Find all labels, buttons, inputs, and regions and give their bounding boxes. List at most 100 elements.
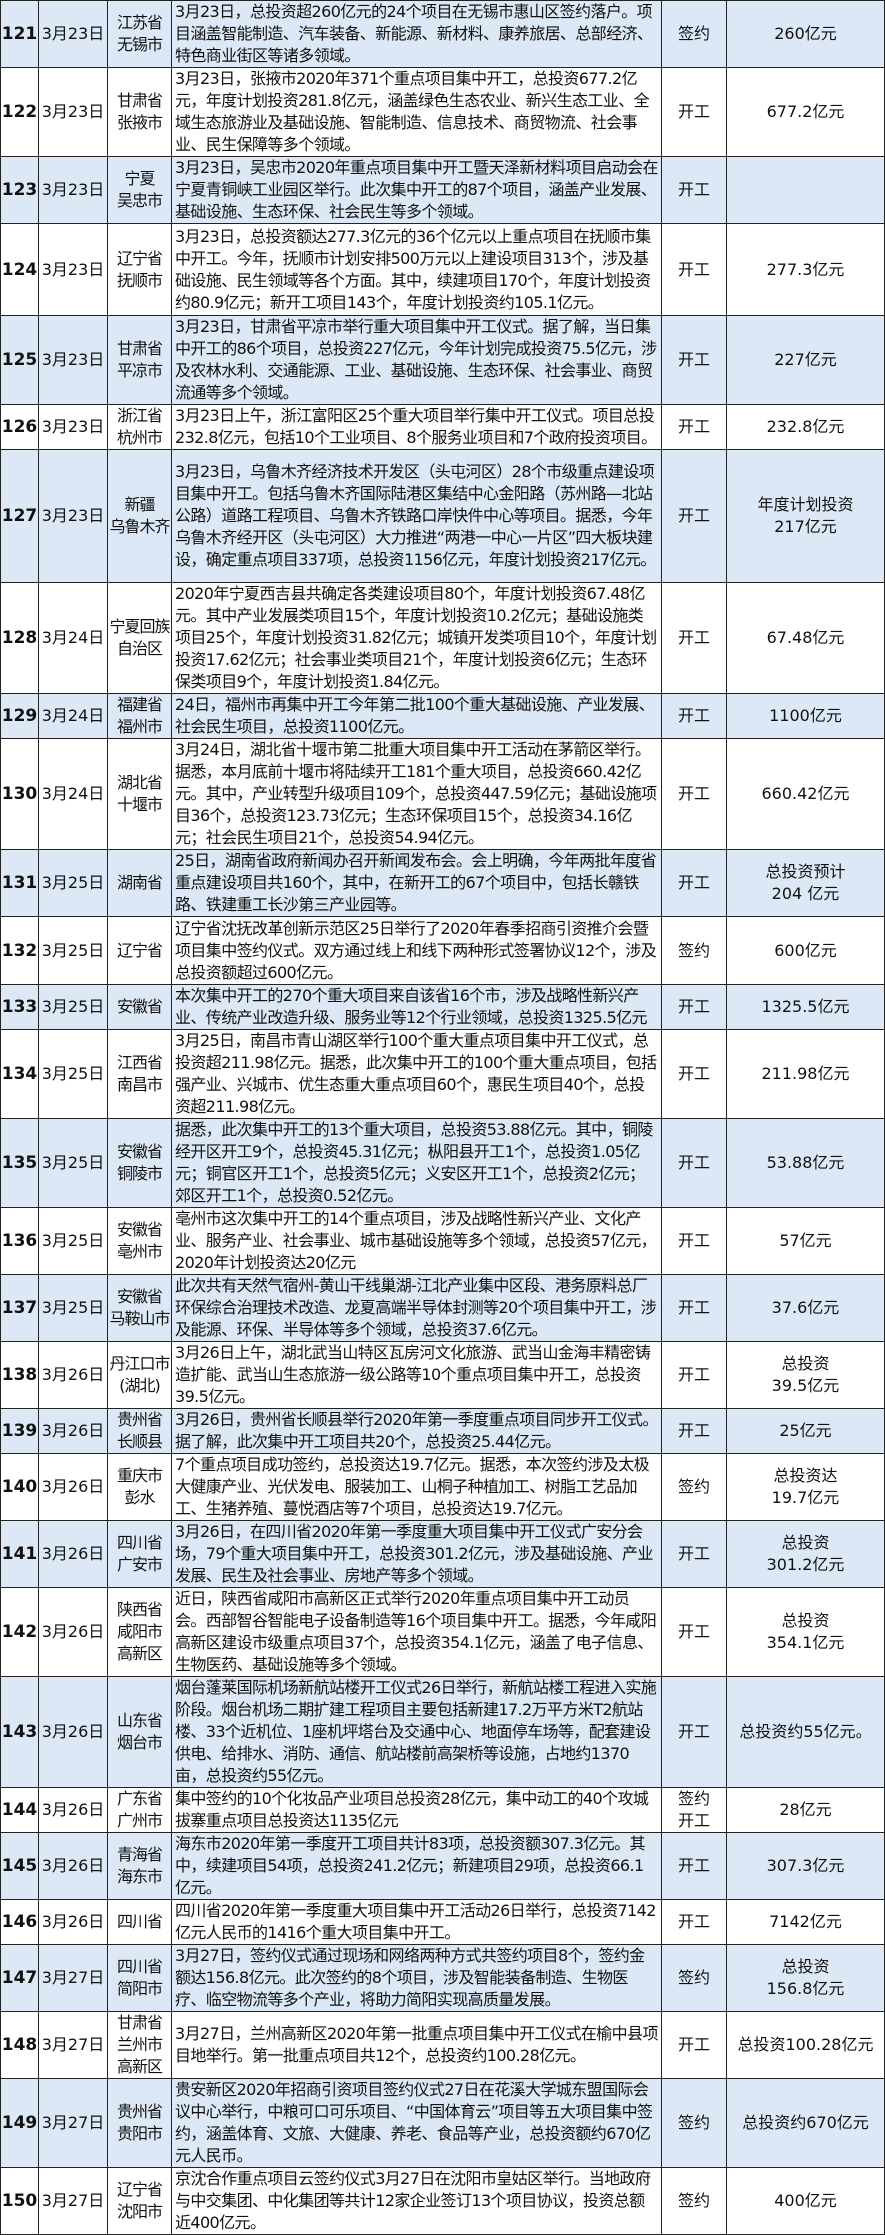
table-row: 134 3月25日 江西省 南昌市 3月25日，南昌市青山湖区举行100个重大重点项目… [0, 1029, 885, 1119]
table-row: 142 3月26日 陕西省 咸阳市 高新区 近日，陕西省咸阳市高新区正式举行2020年… [0, 1587, 885, 1677]
cell-no: 122 [0, 67, 39, 157]
cell-no: 141 [0, 1520, 39, 1588]
cell-date: 3月26日 [38, 1408, 108, 1454]
cell-no: 131 [0, 849, 39, 917]
cell-no: 149 [0, 2078, 39, 2168]
cell-date: 3月25日 [38, 916, 108, 985]
cell-date: 3月27日 [38, 2078, 108, 2168]
table-row: 139 3月26日 贵州省 长顺县 3月26日，贵州省长顺县举行2020年第一季度重点… [0, 1408, 885, 1454]
cell-no: 123 [0, 156, 39, 224]
cell-date: 3月26日 [38, 1587, 108, 1677]
cell-no: 135 [0, 1118, 39, 1208]
table-row: 122 3月23日 甘肃省 张掖市 3月23日，张掖市2020年371个重点项目集中开… [0, 67, 885, 157]
cell-date: 3月27日 [38, 2011, 108, 2079]
cell-type: 开工 [661, 1408, 727, 1454]
cell-desc: 亳州市这次集中开工的14个重点项目，涉及战略性新兴产业、文化产业、服务产业、社会… [171, 1207, 662, 1275]
cell-desc: 3月23日，甘肃省平凉市举行重大项目集中开工仪式。据了解，当日集中开工的86个项… [171, 315, 662, 405]
cell-date: 3月25日 [38, 1207, 108, 1275]
cell-region: 四川省 简阳市 [107, 1944, 172, 2012]
cell-amount: 1325.5亿元 [726, 984, 885, 1030]
cell-type: 开工 [661, 315, 727, 405]
cell-amount: 600亿元 [726, 916, 885, 985]
cell-type: 开工 [661, 693, 727, 739]
cell-date: 3月25日 [38, 1274, 108, 1342]
table-row: 133 3月25日 安徽省 本次集中开工的270个重大项目来自该省16个市，涉及战略性… [0, 984, 885, 1030]
cell-region: 四川省 [107, 1899, 172, 1945]
cell-region: 广东省 广州市 [107, 1787, 172, 1833]
cell-type: 开工 [661, 223, 727, 316]
cell-amount: 1100亿元 [726, 693, 885, 739]
cell-date: 3月26日 [38, 1453, 108, 1521]
cell-amount: 总投资 156.8亿元 [726, 1944, 885, 2012]
cell-no: 133 [0, 984, 39, 1030]
cell-region: 辽宁省 沈阳市 [107, 2167, 172, 2235]
cell-region: 四川省 广安市 [107, 1520, 172, 1588]
cell-amount: 总投资约670亿元 [726, 2078, 885, 2168]
cell-type: 开工 [661, 849, 727, 917]
cell-date: 3月23日 [38, 0, 108, 68]
cell-amount: 总投资达 19.7亿元 [726, 1453, 885, 1521]
cell-desc: 3月26日，贵州省长顺县举行2020年第一季度重点项目同步开工仪式。据了解，此次… [171, 1408, 662, 1454]
cell-desc: 3月23日，总投资额达277.3亿元的36个亿元以上重点项目在抚顺市集中开工。今… [171, 223, 662, 316]
cell-amount: 260亿元 [726, 0, 885, 68]
table-row: 129 3月24日 福建省 福州市 24日，福州市再集中开工今年第二批100个重大基础… [0, 693, 885, 739]
cell-desc: 3月23日，张掖市2020年371个重点项目集中开工，总投资677.2亿元，年度… [171, 67, 662, 157]
cell-desc: 3月23日，总投资超260亿元的24个项目在无锡市惠山区签约落户。项目涵盖智能制… [171, 0, 662, 68]
cell-date: 3月24日 [38, 693, 108, 739]
cell-date: 3月25日 [38, 1118, 108, 1208]
cell-amount: 37.6亿元 [726, 1274, 885, 1342]
cell-date: 3月27日 [38, 2167, 108, 2235]
cell-type: 开工 [661, 1899, 727, 1945]
cell-type: 签约 [661, 2167, 727, 2235]
cell-region: 陕西省 咸阳市 高新区 [107, 1587, 172, 1677]
cell-no: 138 [0, 1341, 39, 1409]
cell-amount: 227亿元 [726, 315, 885, 405]
cell-date: 3月25日 [38, 984, 108, 1030]
cell-type: 开工 [661, 1676, 727, 1788]
cell-amount: 211.98亿元 [726, 1029, 885, 1119]
cell-date: 3月24日 [38, 582, 108, 694]
cell-region: 湖南省 [107, 849, 172, 917]
cell-desc: 海东市2020年第一季度开工项目共计83项，总投资额307.3亿元。其中，续建项… [171, 1832, 662, 1900]
cell-type: 开工 [661, 67, 727, 157]
table-row: 141 3月26日 四川省 广安市 3月26日，在四川省2020年第一季度重大项目集中… [0, 1520, 885, 1588]
cell-no: 140 [0, 1453, 39, 1521]
cell-region: 浙江省 杭州市 [107, 404, 172, 450]
table-row: 145 3月26日 青海省 海东市 海东市2020年第一季度开工项目共计83项，总投资… [0, 1832, 885, 1900]
cell-desc: 3月26日上午，湖北武当山特区瓦房河文化旅游、武当山金海丰精密铸造扩能、武当山生… [171, 1341, 662, 1409]
cell-type: 签约 开工 [661, 1787, 727, 1833]
cell-amount: 25亿元 [726, 1408, 885, 1454]
table-row: 148 3月27日 甘肃省 兰州市 高新区 3月27日，兰州高新区2020年第一批重点… [0, 2011, 885, 2079]
cell-no: 145 [0, 1832, 39, 1900]
cell-no: 128 [0, 582, 39, 694]
cell-no: 121 [0, 0, 39, 68]
table-row: 135 3月25日 安徽省 铜陵市 据悉，此次集中开工的13个重大项目，总投资53.8… [0, 1118, 885, 1208]
cell-date: 3月25日 [38, 1029, 108, 1119]
cell-amount [726, 156, 885, 224]
cell-no: 129 [0, 693, 39, 739]
cell-desc: 据悉，此次集中开工的13个重大项目，总投资53.88亿元。其中，铜陵经开区开工9… [171, 1118, 662, 1208]
cell-type: 开工 [661, 1029, 727, 1119]
cell-type: 签约 [661, 916, 727, 985]
table-row: 137 3月25日 安徽省 马鞍山市 此次共有天然气宿州-黄山干线巢湖-江北产业集中区… [0, 1274, 885, 1342]
cell-date: 3月23日 [38, 404, 108, 450]
cell-date: 3月23日 [38, 67, 108, 157]
cell-type: 开工 [661, 156, 727, 224]
cell-desc: 辽宁省沈抚改革创新示范区25日举行了2020年春季招商引资推介会暨项目集中签约仪… [171, 916, 662, 985]
cell-no: 142 [0, 1587, 39, 1677]
cell-type: 开工 [661, 1207, 727, 1275]
table-row: 123 3月23日 宁夏 吴忠市 3月23日，吴忠市2020年重点项目集中开工暨天泽新… [0, 156, 885, 224]
table-row: 125 3月23日 甘肃省 平凉市 3月23日，甘肃省平凉市举行重大项目集中开工仪式。… [0, 315, 885, 405]
cell-desc: 24日，福州市再集中开工今年第二批100个重大基础设施、产业发展、社会民生项目，… [171, 693, 662, 739]
cell-region: 山东省 烟台市 [107, 1676, 172, 1788]
cell-type: 开工 [661, 1587, 727, 1677]
table-row: 144 3月26日 广东省 广州市 集中签约的10个化妆品产业项目总投资28亿元，集中… [0, 1787, 885, 1833]
cell-date: 3月26日 [38, 1520, 108, 1588]
table-row: 143 3月26日 山东省 烟台市 烟台蓬莱国际机场新航站楼开工仪式26日举行，新航站… [0, 1676, 885, 1788]
table-row: 126 3月23日 浙江省 杭州市 3月23日上午，浙江富阳区25个重大项目举行集中开… [0, 404, 885, 450]
cell-type: 签约 [661, 1944, 727, 2012]
cell-desc: 近日，陕西省咸阳市高新区正式举行2020年重点项目集中开工动员会。西部智谷智能电… [171, 1587, 662, 1677]
table-row: 121 3月23日 江苏省 无锡市 3月23日，总投资超260亿元的24个项目在无锡市… [0, 0, 885, 68]
cell-region: 甘肃省 兰州市 高新区 [107, 2011, 172, 2079]
cell-no: 147 [0, 1944, 39, 2012]
